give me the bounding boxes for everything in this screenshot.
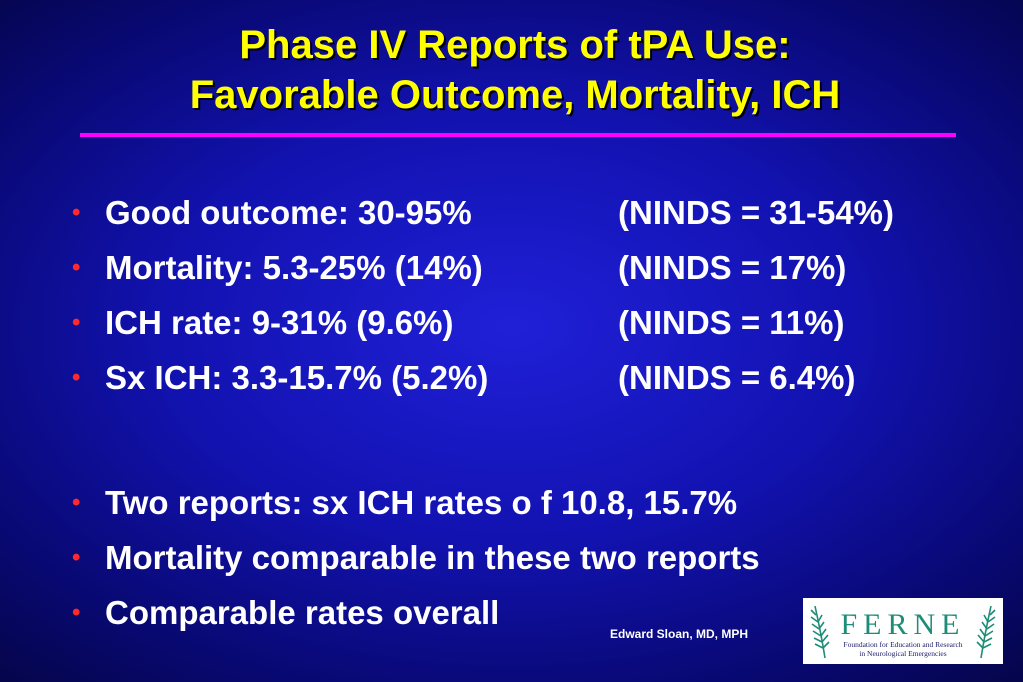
bullet-comparison: (NINDS = 11%) bbox=[618, 304, 845, 341]
leaf-left-icon bbox=[810, 605, 830, 659]
slide-title: Phase IV Reports of tPA Use: Favorable O… bbox=[60, 20, 970, 120]
logo-tagline-line-2: in Neurological Emergencies bbox=[859, 649, 946, 658]
logo-tagline-line-1: Foundation for Education and Research bbox=[843, 640, 962, 649]
bullet-list: • Good outcome: 30-95% (NINDS = 31-54%) … bbox=[72, 188, 1002, 643]
bullet-text: ICH rate: 9-31% (9.6%) bbox=[105, 304, 454, 341]
title-underline bbox=[80, 133, 956, 137]
bullet-comparison: (NINDS = 17%) bbox=[618, 249, 847, 286]
bullet-text: Good outcome: 30-95% bbox=[105, 194, 472, 231]
bullet-text: Sx ICH: 3.3-15.7% (5.2%) bbox=[105, 359, 489, 396]
bullet-item: • Mortality comparable in these two repo… bbox=[72, 533, 1002, 588]
bullet-dot: • bbox=[72, 309, 81, 336]
bullet-dot: • bbox=[72, 599, 81, 626]
bullet-item: • Comparable rates overall bbox=[72, 588, 1002, 643]
bullet-text: Mortality: 5.3-25% (14%) bbox=[105, 249, 483, 286]
title-line-2: Favorable Outcome, Mortality, ICH bbox=[189, 73, 841, 117]
bullet-dot: • bbox=[72, 364, 81, 391]
bullet-item: • Mortality: 5.3-25% (14%) (NINDS = 17%) bbox=[72, 243, 1002, 298]
bullet-item: • ICH rate: 9-31% (9.6%) (NINDS = 11%) bbox=[72, 298, 1002, 353]
bullet-item: • Sx ICH: 3.3-15.7% (5.2%) (NINDS = 6.4%… bbox=[72, 353, 1002, 408]
leaf-right-icon bbox=[976, 605, 996, 659]
bullet-comparison: (NINDS = 6.4%) bbox=[618, 359, 856, 396]
bullet-text: Comparable rates overall bbox=[105, 594, 500, 631]
title-line-1: Phase IV Reports of tPA Use: bbox=[239, 23, 791, 67]
bullet-dot: • bbox=[72, 544, 81, 571]
author-credit: Edward Sloan, MD, MPH bbox=[610, 627, 749, 641]
logo-wordmark: FERNE bbox=[840, 608, 965, 641]
ferne-logo: FERNE Foundation for Education and Resea… bbox=[803, 598, 1003, 664]
bullet-text: Two reports: sx ICH rates o f 10.8, 15.7… bbox=[105, 484, 738, 521]
bullet-item: • Two reports: sx ICH rates o f 10.8, 15… bbox=[72, 478, 1002, 533]
ferne-logo-graphic: FERNE Foundation for Education and Resea… bbox=[810, 605, 996, 659]
bullet-comparison: (NINDS = 31-54%) bbox=[618, 194, 895, 231]
bullet-item: • Good outcome: 30-95% (NINDS = 31-54%) bbox=[72, 188, 1002, 243]
bullet-dot: • bbox=[72, 489, 81, 516]
bullet-text: Mortality comparable in these two report… bbox=[105, 539, 760, 576]
bullet-dot: • bbox=[72, 199, 81, 226]
bullet-dot: • bbox=[72, 254, 81, 281]
